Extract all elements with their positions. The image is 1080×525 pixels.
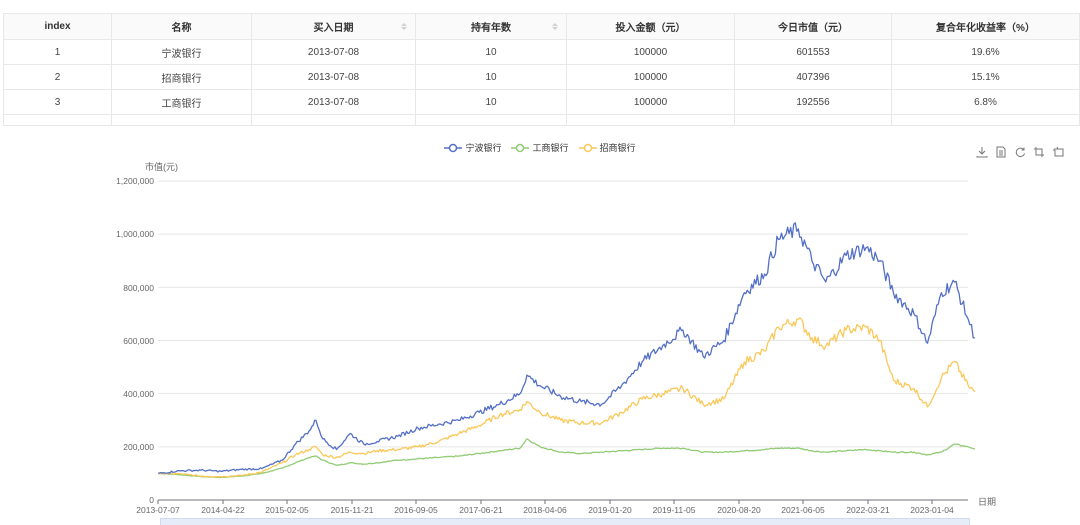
y-tick-label: 1,000,000: [116, 229, 154, 239]
cell-buy-date: 2013-07-08: [251, 39, 416, 65]
table-row: 2 招商银行 2013-07-08 10 100000 407396 15.1%: [3, 64, 1080, 90]
cell-invested: 100000: [566, 89, 735, 115]
cell-buy-date: 2013-07-08: [251, 64, 416, 90]
legend-line-circle-icon: [578, 143, 597, 152]
chart-toolbox: [976, 145, 1064, 158]
x-tick-label: 2018-04-06: [523, 505, 567, 515]
column-header-invested: 投入金额（元）: [566, 13, 735, 40]
cell-cagr: 19.6%: [891, 39, 1080, 65]
y-axis-title: 市值(元): [145, 162, 178, 172]
x-tick-label: 2021-06-05: [781, 505, 825, 515]
table-row-empty: [3, 114, 1080, 126]
cell-index: 3: [3, 89, 112, 115]
table-header-row: index 名称 买入日期 持有年数 投入金额（元） 今日市值（元） 复合年化收…: [3, 13, 1080, 40]
legend-item-icbc[interactable]: 工商银行: [511, 141, 569, 154]
x-tick-label: 2017-06-21: [459, 505, 503, 515]
series-line: [157, 222, 975, 475]
restore-icon[interactable]: [1014, 145, 1026, 157]
cell-index: 1: [3, 39, 112, 65]
sort-icon[interactable]: [552, 22, 558, 32]
x-tick-label: 2023-01-04: [910, 505, 954, 515]
x-tick-label: 2019-11-05: [652, 505, 696, 515]
cell-index: 2: [3, 64, 112, 90]
series-line: [158, 317, 976, 478]
column-header-name: 名称: [111, 13, 252, 40]
data-view-icon[interactable]: [995, 145, 1007, 158]
chart-legend: 宁波银行 工商银行 招商银行: [0, 141, 1080, 154]
column-header-buy-date[interactable]: 买入日期: [251, 13, 416, 40]
legend-item-cmb[interactable]: 招商银行: [578, 141, 636, 154]
series-line: [158, 438, 975, 479]
market-value-chart: 宁波银行 工商银行 招商银行 市值(元) 0 200,000 400,000 6…: [0, 135, 1080, 525]
cell-years-held: 10: [415, 39, 567, 65]
column-header-cagr: 复合年化收益率（%）: [891, 13, 1080, 40]
cell-name: 宁波银行: [111, 39, 252, 65]
zoom-icon[interactable]: [1033, 145, 1045, 157]
cell-invested: 100000: [566, 39, 735, 65]
cell-buy-date: 2013-07-08: [251, 89, 416, 115]
x-tick-label: 2022-03-21: [846, 505, 890, 515]
column-header-years-held[interactable]: 持有年数: [415, 13, 567, 40]
cell-cagr: 15.1%: [891, 64, 1080, 90]
table-row: 1 宁波银行 2013-07-08 10 100000 601553 19.6%: [3, 39, 1080, 65]
y-tick-label: 400,000: [123, 389, 154, 399]
cell-market-value: 192556: [734, 89, 892, 115]
y-tick-label: 1,200,000: [116, 176, 154, 186]
x-tick-label: 2013-07-07: [136, 505, 180, 515]
cell-market-value: 601553: [734, 39, 892, 65]
column-header-index: index: [3, 13, 112, 40]
y-tick-label: 600,000: [123, 336, 154, 346]
legend-item-ningbo[interactable]: 宁波银行: [444, 141, 501, 154]
x-tick-label: 2015-02-05: [265, 505, 309, 515]
table-row: 3 工商银行 2013-07-08 10 100000 192556 6.8%: [3, 89, 1080, 115]
legend-line-circle-icon: [444, 143, 463, 152]
plot-area: [157, 180, 976, 504]
holdings-table: index 名称 买入日期 持有年数 投入金额（元） 今日市值（元） 复合年化收…: [3, 13, 1080, 126]
x-axis-title: 日期: [978, 497, 997, 507]
cell-years-held: 10: [415, 64, 567, 90]
column-header-market-value: 今日市值（元）: [734, 13, 892, 40]
cell-name: 工商银行: [111, 89, 252, 115]
y-tick-label: 0: [149, 495, 154, 505]
x-tick-label: 2019-01-20: [588, 505, 632, 515]
cell-years-held: 10: [415, 89, 567, 115]
legend-line-circle-icon: [511, 143, 530, 152]
cell-invested: 100000: [566, 64, 735, 90]
zoom-reset-icon[interactable]: [1052, 145, 1064, 157]
x-tick-label: 2016-09-05: [394, 505, 438, 515]
download-icon[interactable]: [976, 145, 988, 158]
cell-cagr: 6.8%: [891, 89, 1080, 115]
data-zoom-slider[interactable]: [160, 518, 970, 525]
y-tick-label: 800,000: [123, 283, 154, 293]
sort-icon[interactable]: [401, 22, 407, 32]
x-tick-label: 2015-11-21: [330, 505, 374, 515]
cell-name: 招商银行: [111, 64, 252, 90]
cell-market-value: 407396: [734, 64, 892, 90]
y-tick-label: 200,000: [123, 442, 154, 452]
x-tick-label: 2020-08-20: [717, 505, 761, 515]
x-tick-label: 2014-04-22: [201, 505, 245, 515]
